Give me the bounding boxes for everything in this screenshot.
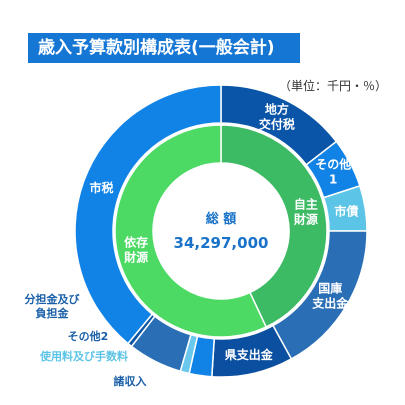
center-hole — [153, 163, 289, 299]
center-label: 総 額 — [206, 211, 237, 227]
chart-title: 歳入予算款別構成表(一般会計) — [28, 33, 300, 63]
outer-label-県支出金: 県支出金 — [225, 347, 274, 362]
outer-label-諸収入: 諸収入 — [114, 374, 147, 388]
outer-label-その他2: その他2 — [68, 329, 109, 343]
outer-label-市債: 市債 — [334, 203, 358, 218]
outer-label-分担金及び-負担金: 分担金及び負担金 — [25, 292, 81, 320]
center-value: 34,297,000 — [174, 234, 269, 252]
outer-ring — [74, 84, 368, 378]
inner-label-自主-財源: 自主財源 — [293, 197, 318, 227]
outer-slice-9 — [74, 84, 222, 345]
outer-label-その他-1: その他 1 — [315, 156, 351, 186]
unit-note: （単位：千円・％） — [278, 79, 387, 93]
inner-label-依存-財源: 依存財源 — [123, 235, 148, 265]
outer-label-地方-交付税: 地方交付税 — [259, 102, 295, 132]
outer-label-国庫-支出金: 国庫支出金 — [311, 280, 349, 310]
outer-label-使用料及び手数料: 使用料及び手数料 — [39, 349, 128, 363]
outer-label-市税: 市税 — [90, 180, 114, 195]
